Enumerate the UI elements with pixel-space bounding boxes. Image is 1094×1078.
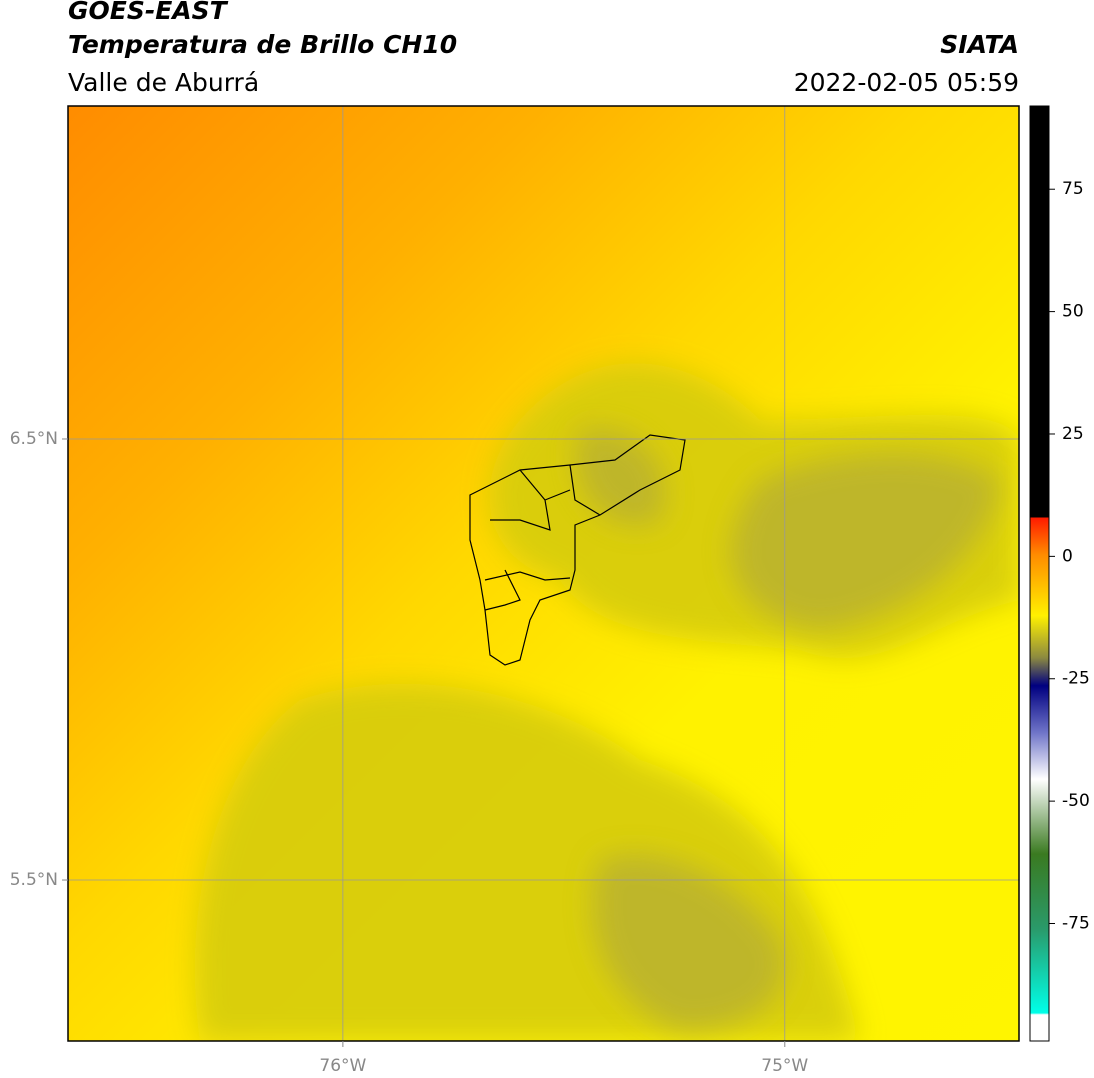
region: Valle de Aburrá	[68, 68, 259, 97]
colorbar	[1029, 105, 1050, 1042]
valley-boundary	[469, 434, 686, 666]
colorbar-tick-label: -25	[1062, 669, 1090, 689]
grid	[68, 106, 1019, 1041]
subtitle: Temperatura de Brillo CH10	[68, 30, 457, 59]
map-frame	[67, 105, 1020, 1042]
colorbar-tick-label: -75	[1062, 914, 1090, 934]
x-tick-label: 75°W	[761, 1056, 808, 1076]
title: GOES-EAST	[68, 0, 229, 25]
colder-areas	[576, 428, 1000, 1030]
x-tick-label: 76°W	[319, 1056, 366, 1076]
colorbar-tick-label: 25	[1062, 424, 1084, 444]
colorbar-tick-label: 75	[1062, 179, 1084, 199]
source: SIATA	[940, 30, 1019, 59]
colorbar-tick-label: 0	[1062, 546, 1073, 566]
colorbar-tick-label: 50	[1062, 302, 1084, 322]
y-tick-label: 6.5°N	[10, 429, 58, 449]
datetime: 2022-02-05 05:59	[794, 68, 1019, 97]
field	[68, 106, 1019, 1041]
y-tick-label: 5.5°N	[10, 870, 58, 890]
colorbar-tick-label: -50	[1062, 791, 1090, 811]
